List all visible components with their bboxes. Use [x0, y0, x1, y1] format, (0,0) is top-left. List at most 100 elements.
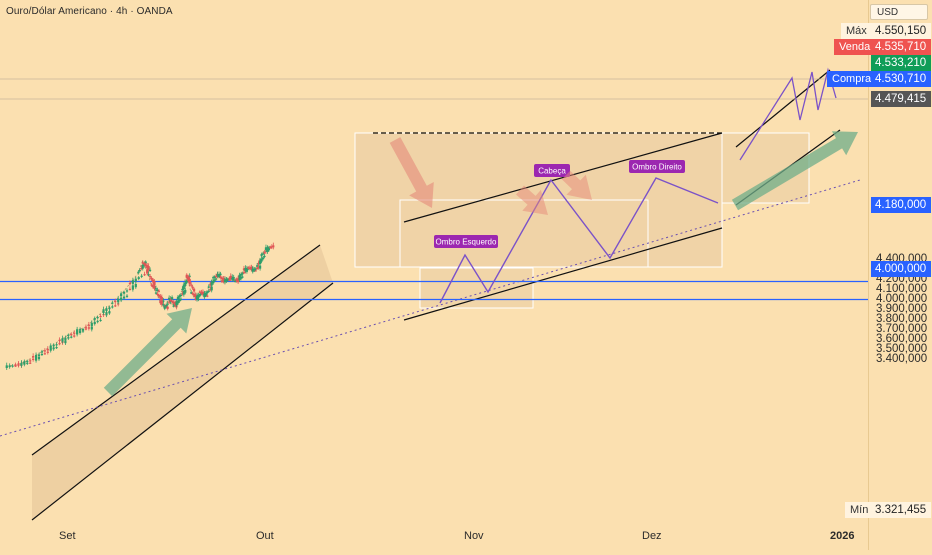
candle-body	[182, 284, 185, 290]
candle-body	[210, 286, 213, 291]
candle-body	[213, 279, 216, 282]
candle-body	[157, 290, 160, 292]
candle-body	[195, 295, 199, 300]
max-label: Máx	[841, 23, 872, 39]
candle-body	[114, 305, 117, 307]
candle-body	[58, 339, 61, 341]
level-lower-tag: 4.000,000	[871, 261, 931, 277]
candle-body	[191, 286, 194, 289]
candle-body	[111, 306, 114, 308]
candle-body	[248, 267, 251, 269]
candle-body	[178, 299, 181, 302]
candle-body	[156, 289, 159, 291]
candle-body	[46, 348, 49, 351]
candle-body	[263, 252, 266, 254]
candle-body	[58, 343, 61, 345]
candle-body	[93, 321, 96, 325]
candle-body	[231, 278, 234, 280]
candle-body	[43, 353, 46, 355]
candle-body	[96, 320, 99, 323]
candle-body	[179, 298, 182, 300]
candle-body	[201, 291, 204, 295]
candle-body	[256, 267, 259, 270]
max-value-tag: 4.550,150	[871, 23, 931, 39]
candle-body	[172, 301, 175, 304]
candle-body	[232, 279, 235, 281]
candle-body	[269, 247, 272, 249]
candle-body	[207, 286, 210, 288]
candle-body	[34, 354, 38, 358]
candle-body	[266, 247, 269, 250]
currency-selector[interactable]: USD	[870, 4, 928, 20]
candle-body	[70, 336, 73, 338]
candle-body	[223, 279, 226, 283]
candle-body	[49, 345, 52, 348]
x-tick-label: Dez	[642, 530, 662, 542]
candle-body	[200, 291, 203, 294]
candle-body	[228, 278, 231, 280]
candle-body	[37, 354, 41, 357]
candle-body	[23, 361, 26, 364]
min-value-tag: 3.321,455	[871, 502, 931, 518]
bearish-arrow-3	[561, 170, 592, 200]
y-tick-label: 3.400,000	[876, 352, 928, 365]
candle-body	[131, 285, 134, 290]
candle-body	[270, 246, 273, 248]
candle-body	[212, 280, 215, 284]
candle-body	[191, 293, 194, 295]
candle-body	[237, 278, 240, 280]
candle-body	[215, 275, 218, 277]
candle-body	[235, 279, 238, 281]
candle-body	[242, 268, 246, 270]
candle-body	[154, 292, 158, 294]
candle-body	[210, 282, 213, 286]
candle-body	[5, 365, 8, 368]
candle-body	[105, 308, 108, 312]
candle-body	[254, 268, 257, 270]
candle-body	[149, 269, 152, 271]
candle-body	[193, 288, 196, 292]
candle-body	[37, 356, 41, 360]
y-tick-label: 4.000,000	[876, 292, 928, 305]
candle-body	[146, 265, 149, 269]
bullish-arrow-left	[103, 308, 192, 397]
candle-body	[40, 351, 44, 353]
candle-body	[55, 347, 58, 349]
candle-body	[162, 304, 165, 306]
x-tick-label: Set	[59, 530, 76, 542]
candle-body	[150, 284, 153, 286]
candle-body	[140, 275, 143, 277]
x-tick-label: Nov	[464, 530, 484, 542]
candle-body	[125, 295, 129, 297]
candle-body	[134, 278, 137, 282]
candle-body	[219, 273, 222, 276]
candle-body	[20, 362, 23, 366]
candle-body	[190, 292, 193, 294]
candle-body	[153, 285, 156, 289]
right-shoulder-label-bg	[629, 160, 685, 173]
candle-body	[213, 276, 216, 279]
candle-body	[253, 268, 256, 271]
candle-body	[143, 263, 146, 265]
candle-body	[52, 344, 55, 347]
price-scale[interactable]	[868, 0, 932, 550]
candle-body	[216, 274, 219, 276]
candle-body	[241, 276, 244, 278]
candle-body	[8, 365, 11, 368]
y-tick-label: 3.500,000	[876, 342, 928, 355]
candle-body	[84, 328, 88, 330]
candle-body	[99, 315, 102, 318]
buy-label[interactable]: Compra	[827, 71, 877, 87]
x-tick-label: Out	[256, 530, 274, 542]
candle-body	[144, 261, 147, 264]
channel-upper-line	[31, 244, 321, 456]
sell-label[interactable]: Venda	[834, 39, 876, 55]
candle-body	[61, 338, 64, 342]
candle-body	[219, 276, 222, 278]
candle-body	[111, 302, 114, 304]
candle-body	[144, 264, 147, 267]
candle-body	[166, 303, 169, 305]
candle-body	[165, 305, 168, 307]
